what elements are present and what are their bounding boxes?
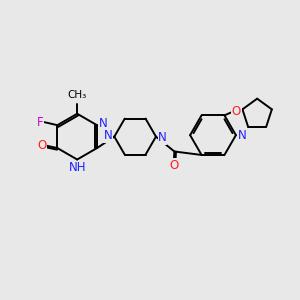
Text: NH: NH xyxy=(68,161,86,174)
Text: O: O xyxy=(169,159,178,172)
Text: N: N xyxy=(103,129,112,142)
Text: N: N xyxy=(238,129,247,142)
Text: N: N xyxy=(99,117,108,130)
Text: N: N xyxy=(158,131,167,144)
Text: O: O xyxy=(37,139,46,152)
Text: O: O xyxy=(232,105,241,118)
Text: CH₃: CH₃ xyxy=(68,90,87,100)
Text: F: F xyxy=(37,116,44,129)
